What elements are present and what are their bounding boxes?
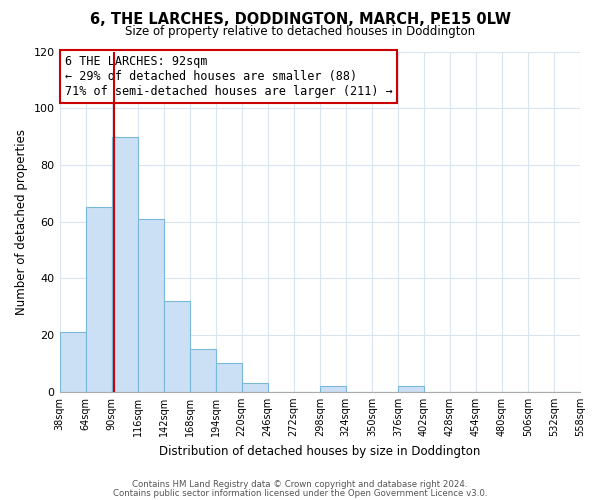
Bar [112, 136, 137, 392]
Bar [190, 350, 215, 392]
Bar [86, 208, 112, 392]
Bar [242, 384, 268, 392]
Bar [215, 364, 242, 392]
Text: 6 THE LARCHES: 92sqm
← 29% of detached houses are smaller (88)
71% of semi-detac: 6 THE LARCHES: 92sqm ← 29% of detached h… [65, 55, 392, 98]
Text: Contains HM Land Registry data © Crown copyright and database right 2024.: Contains HM Land Registry data © Crown c… [132, 480, 468, 489]
Text: Size of property relative to detached houses in Doddington: Size of property relative to detached ho… [125, 25, 475, 38]
Bar [137, 219, 164, 392]
Bar [398, 386, 424, 392]
Bar [59, 332, 86, 392]
Text: 6, THE LARCHES, DODDINGTON, MARCH, PE15 0LW: 6, THE LARCHES, DODDINGTON, MARCH, PE15 … [89, 12, 511, 28]
Text: Contains public sector information licensed under the Open Government Licence v3: Contains public sector information licen… [113, 488, 487, 498]
Y-axis label: Number of detached properties: Number of detached properties [15, 128, 28, 314]
X-axis label: Distribution of detached houses by size in Doddington: Distribution of detached houses by size … [159, 444, 481, 458]
Bar [164, 301, 190, 392]
Bar [320, 386, 346, 392]
